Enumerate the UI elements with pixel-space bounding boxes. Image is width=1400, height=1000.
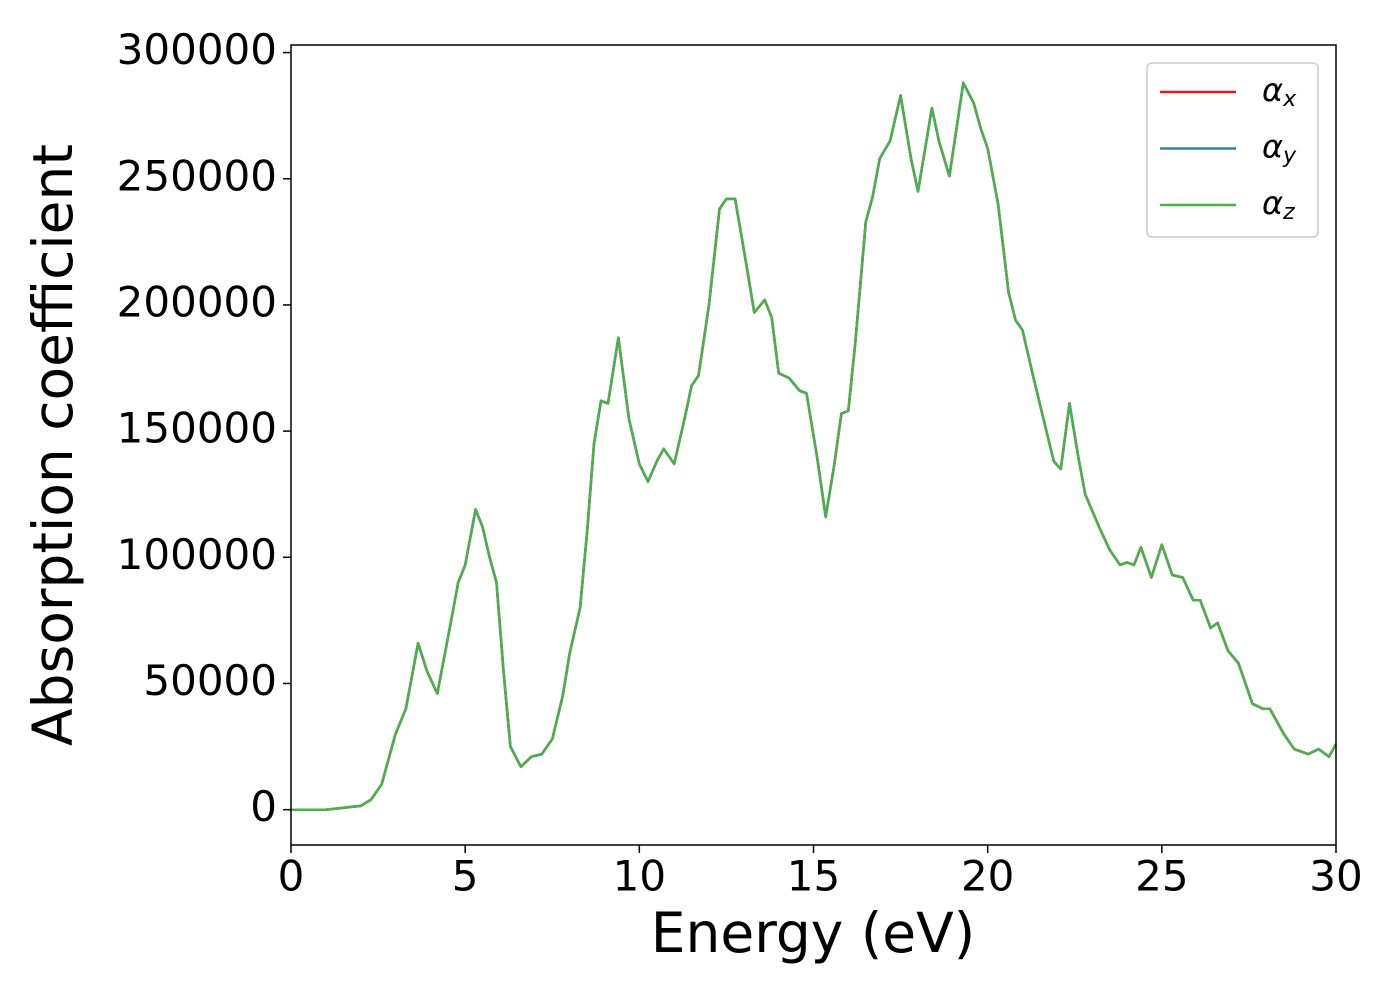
y-tick-label: 250000	[117, 151, 277, 200]
x-tick-label: 25	[1135, 852, 1188, 901]
x-tick-label: 5	[452, 852, 479, 901]
legend-box	[1146, 62, 1319, 238]
y-tick-label: 100000	[117, 530, 277, 579]
x-tick-label: 15	[787, 852, 840, 901]
y-tick-label: 50000	[143, 656, 277, 705]
x-axis-label: Energy (eV)	[651, 901, 975, 965]
y-tick-label: 0	[250, 782, 277, 831]
y-axis-label: Absorption coefficient	[21, 144, 85, 746]
y-tick-label: 150000	[117, 404, 277, 453]
legend-label: αy	[1262, 128, 1297, 169]
legend-label: αz	[1262, 184, 1295, 225]
y-tick-label: 200000	[117, 277, 277, 326]
x-tick-label: 0	[278, 852, 305, 901]
legend-label: αx	[1262, 71, 1297, 112]
y-tick-label: 300000	[117, 25, 277, 74]
data-line	[291, 81, 1338, 811]
x-tick-label: 20	[961, 852, 1014, 901]
x-tick-label: 10	[613, 852, 666, 901]
x-tick-label: 30	[1309, 852, 1362, 901]
plot-frame	[290, 44, 1337, 846]
